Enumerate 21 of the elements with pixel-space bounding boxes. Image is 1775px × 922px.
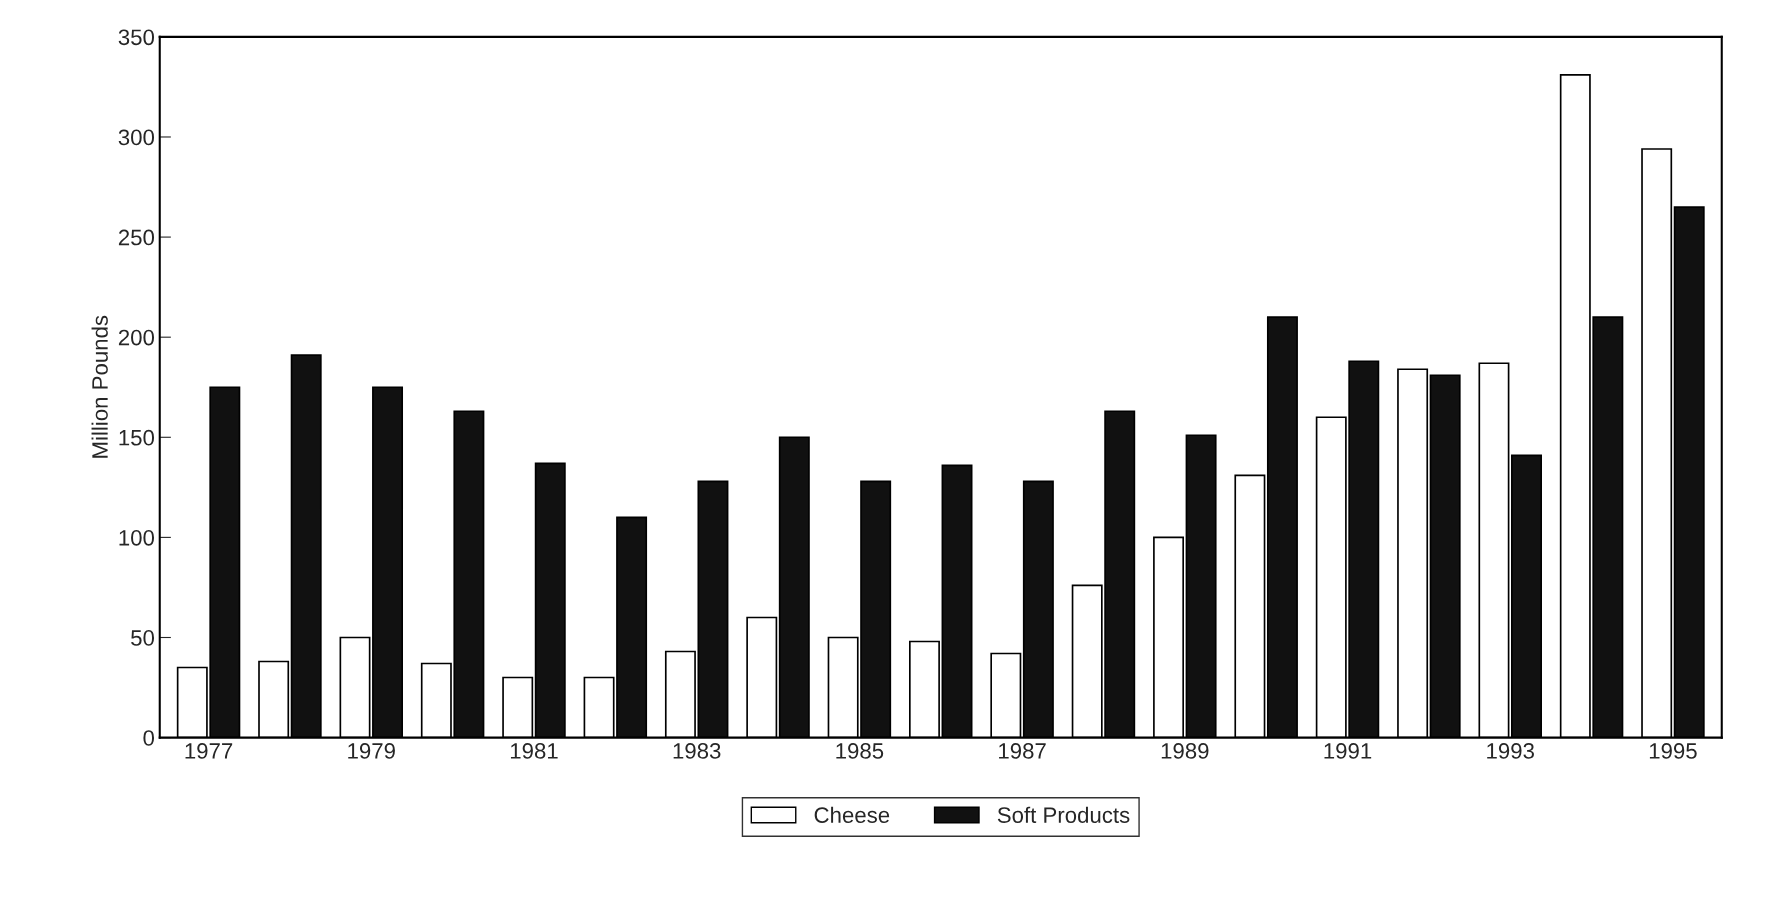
x-tick-label: 1991 — [1324, 743, 1372, 759]
y-axis-title: Million Pounds — [91, 315, 108, 458]
y-tick-label: 250 — [118, 229, 155, 246]
legend-label: Soft Products — [997, 806, 1130, 823]
x-tick-label: 1985 — [836, 743, 884, 759]
y-tick-label: 300 — [118, 129, 155, 146]
y-tick-label: 100 — [119, 529, 155, 546]
x-tick-label: 1987 — [999, 743, 1046, 759]
y-tick-label: 50 — [131, 630, 155, 646]
x-tick-label: 1977 — [185, 743, 233, 759]
x-tick-label: 1981 — [510, 743, 558, 759]
x-tick-label: 1993 — [1487, 743, 1534, 759]
x-tick-label: 1979 — [348, 743, 395, 759]
x-tick-label: 1995 — [1649, 743, 1697, 759]
y-tick-label: 0 — [143, 730, 155, 746]
legend-label: Cheese — [814, 806, 890, 823]
x-tick-label: 1983 — [673, 743, 721, 759]
y-tick-label: 150 — [119, 429, 155, 446]
x-tick-label: 1989 — [1161, 743, 1209, 759]
y-tick-label: 350 — [118, 29, 155, 46]
y-tick-label: 200 — [118, 329, 155, 346]
